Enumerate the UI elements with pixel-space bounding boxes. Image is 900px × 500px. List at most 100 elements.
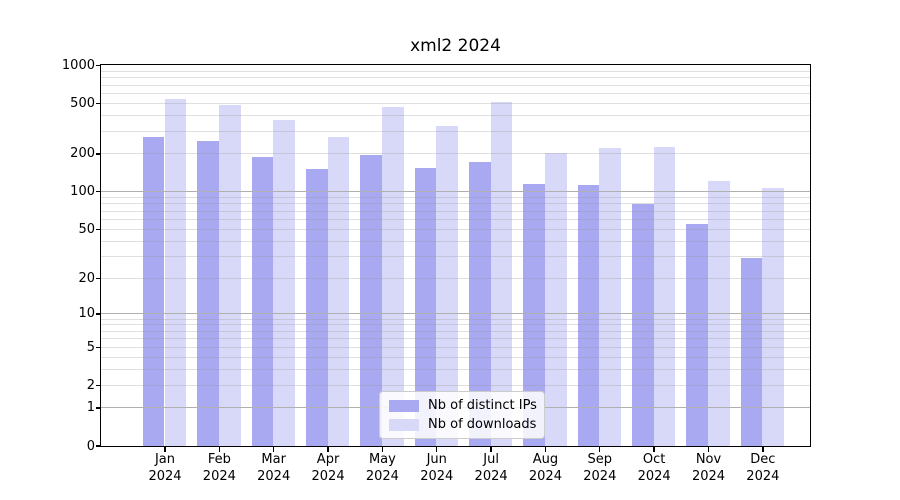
- x-tick-month: Jun: [426, 452, 447, 467]
- x-tick-year: 2024: [637, 468, 671, 484]
- legend-label-downloads: Nb of downloads: [428, 417, 537, 432]
- x-tick-mark: [436, 447, 438, 452]
- bar-distinct-ips-nov: [686, 223, 708, 446]
- gridline-minor: [101, 277, 810, 279]
- x-tick-month: Sep: [587, 452, 613, 467]
- gridline-minor: [101, 131, 810, 133]
- x-tick-year: 2024: [691, 468, 726, 484]
- y-tick-mark: [96, 384, 100, 387]
- bar-downloads-apr: [327, 136, 350, 446]
- x-tick-mark: [762, 447, 764, 452]
- y-tick-mark: [96, 445, 100, 447]
- x-tick-year: 2024: [202, 468, 236, 484]
- x-tick-label-dec: Dec 2024: [733, 452, 793, 485]
- y-tick-label: 50: [78, 221, 95, 237]
- gridline-minor: [101, 318, 810, 320]
- x-tick-label-jul: Jul 2024: [461, 452, 521, 485]
- x-tick-label-oct: Oct 2024: [624, 452, 684, 485]
- y-tick-label: 2: [86, 377, 95, 393]
- bar-downloads-oct: [653, 147, 676, 446]
- gridline-minor: [101, 240, 810, 242]
- x-tick-month: Jan: [154, 452, 176, 467]
- x-tick-label-may: May 2024: [352, 452, 412, 485]
- legend-item-distinct-ips: Nb of distinct IPs: [389, 398, 537, 413]
- bar-distinct-ips-may: [360, 154, 382, 446]
- gridline-major: [101, 313, 810, 315]
- legend-item-downloads: Nb of downloads: [389, 417, 537, 432]
- bar-distinct-ips-mar: [251, 157, 274, 446]
- x-tick-label-sep: Sep 2024: [570, 452, 630, 485]
- y-tick-mark: [96, 313, 100, 315]
- bar-distinct-ips-dec: [740, 258, 763, 446]
- y-tick-mark: [96, 346, 100, 348]
- x-tick-month: Feb: [207, 452, 231, 467]
- x-tick-month: Mar: [261, 452, 286, 467]
- gridline-minor: [101, 77, 810, 79]
- x-tick-label-mar: Mar 2024: [244, 452, 304, 485]
- bar-distinct-ips-oct: [631, 204, 654, 446]
- x-tick-year: 2024: [583, 468, 617, 484]
- y-tick-mark: [96, 191, 100, 193]
- gridline-minor: [101, 219, 810, 221]
- legend-label-distinct-ips: Nb of distinct IPs: [428, 398, 537, 413]
- x-tick-mark: [707, 447, 710, 452]
- y-tick-mark: [96, 228, 100, 231]
- x-tick-month: Nov: [695, 452, 722, 467]
- plot-area: [100, 64, 811, 447]
- x-tick-month: May: [368, 452, 396, 467]
- x-tick-mark: [490, 447, 492, 452]
- y-tick-label: 100: [70, 184, 95, 200]
- y-tick-label: 1: [86, 400, 95, 416]
- bar-downloads-jan: [164, 98, 187, 446]
- x-tick-month: Apr: [316, 452, 340, 467]
- x-tick-label-apr: Apr 2024: [298, 452, 358, 485]
- bar-downloads-mar: [273, 120, 295, 446]
- x-tick-year: 2024: [474, 468, 508, 484]
- y-tick-label: 10: [78, 306, 95, 322]
- gridline-minor: [101, 346, 810, 348]
- y-tick-mark: [96, 277, 100, 279]
- x-tick-mark: [381, 447, 384, 452]
- y-tick-mark: [96, 102, 100, 105]
- y-tick-label: 1000: [61, 57, 95, 73]
- x-tick-mark: [218, 447, 221, 452]
- gridline-minor: [101, 115, 810, 117]
- gridline-minor: [101, 103, 810, 105]
- bar-downloads-feb: [218, 105, 241, 446]
- x-tick-mark: [164, 447, 166, 452]
- gridline-minor: [101, 228, 810, 230]
- x-tick-mark: [544, 447, 547, 452]
- x-tick-year: 2024: [528, 468, 562, 484]
- gridline-minor: [101, 369, 810, 371]
- legend-swatch-distinct-ips: [389, 399, 419, 412]
- legend-swatch-downloads: [389, 418, 419, 431]
- bar-downloads-sep: [599, 147, 621, 446]
- gridline-minor: [101, 356, 810, 358]
- x-tick-mark: [599, 447, 601, 452]
- y-tick-label: 5: [86, 339, 95, 355]
- gridline-minor: [101, 210, 810, 212]
- bar-downloads-aug: [544, 153, 567, 446]
- x-tick-label-jun: Jun 2024: [407, 452, 467, 485]
- bar-distinct-ips-apr: [305, 169, 328, 446]
- x-tick-year: 2024: [257, 468, 291, 484]
- gridline-minor: [101, 324, 810, 326]
- gridline-minor: [101, 338, 810, 340]
- y-tick-mark: [96, 407, 100, 409]
- x-tick-year: 2024: [148, 468, 182, 484]
- gridline-minor: [101, 84, 810, 86]
- gridline-minor: [101, 70, 810, 72]
- gridline-minor: [101, 256, 810, 258]
- gridline-minor: [101, 330, 810, 332]
- x-tick-label-aug: Aug 2024: [515, 452, 575, 485]
- x-tick-label-feb: Feb 2024: [189, 452, 249, 485]
- y-tick-label: 500: [70, 96, 95, 112]
- x-tick-mark: [273, 447, 275, 452]
- x-tick-month: Jul: [483, 452, 499, 467]
- x-tick-year: 2024: [420, 468, 454, 484]
- bar-distinct-ips-jul: [468, 162, 491, 446]
- bar-downloads-jun: [436, 125, 458, 446]
- y-tick-label: 200: [70, 146, 95, 162]
- x-tick-mark: [653, 447, 655, 452]
